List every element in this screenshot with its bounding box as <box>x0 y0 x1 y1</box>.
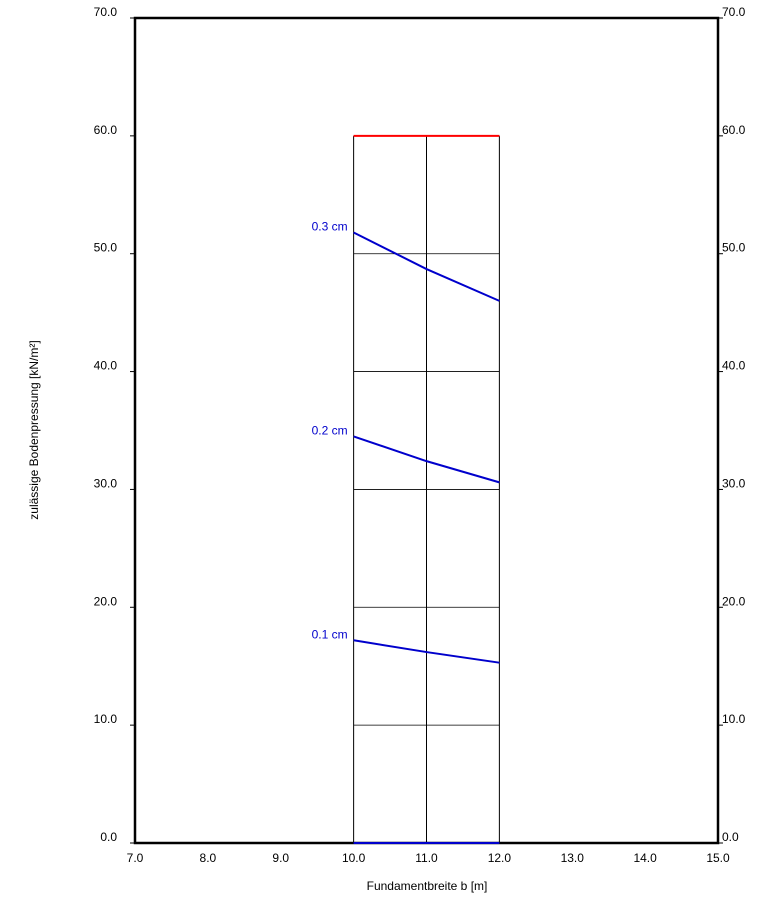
y-tick-label: 50.0 <box>94 241 118 255</box>
y2-tick-label: 10.0 <box>722 712 746 726</box>
y2-tick-label: 30.0 <box>722 476 746 490</box>
x-tick-label: 7.0 <box>127 851 144 865</box>
x-tick-label: 13.0 <box>561 851 585 865</box>
series-line <box>353 231 500 302</box>
series-line <box>353 435 500 484</box>
y-tick-label: 10.0 <box>94 712 118 726</box>
y2-tick-label: 50.0 <box>722 241 746 255</box>
y-axis-label: zulässige Bodenpressung [kN/m²] <box>27 340 41 519</box>
y-tick-label: 60.0 <box>94 123 118 137</box>
x-tick-label: 12.0 <box>488 851 512 865</box>
x-axis-label: Fundamentbreite b [m] <box>367 879 488 893</box>
series-label: 0.2 cm <box>312 423 348 437</box>
x-tick-label: 8.0 <box>200 851 217 865</box>
y2-tick-label: 40.0 <box>722 359 746 373</box>
x-tick-label: 14.0 <box>633 851 657 865</box>
y-tick-label: 0.0 <box>100 830 117 844</box>
x-tick-label: 10.0 <box>342 851 366 865</box>
series-label: 0.1 cm <box>312 627 348 641</box>
series-label: 0.3 cm <box>312 220 348 234</box>
y2-tick-label: 60.0 <box>722 123 746 137</box>
series-line <box>353 639 500 664</box>
x-tick-label: 15.0 <box>706 851 730 865</box>
y-tick-label: 20.0 <box>94 594 118 608</box>
y2-tick-label: 20.0 <box>722 594 746 608</box>
y-tick-label: 70.0 <box>94 5 118 19</box>
x-tick-label: 11.0 <box>415 851 438 865</box>
y2-tick-label: 70.0 <box>722 5 746 19</box>
y-tick-label: 40.0 <box>94 359 118 373</box>
y2-tick-label: 0.0 <box>722 830 739 844</box>
x-tick-label: 9.0 <box>272 851 289 865</box>
y-tick-label: 30.0 <box>94 476 118 490</box>
